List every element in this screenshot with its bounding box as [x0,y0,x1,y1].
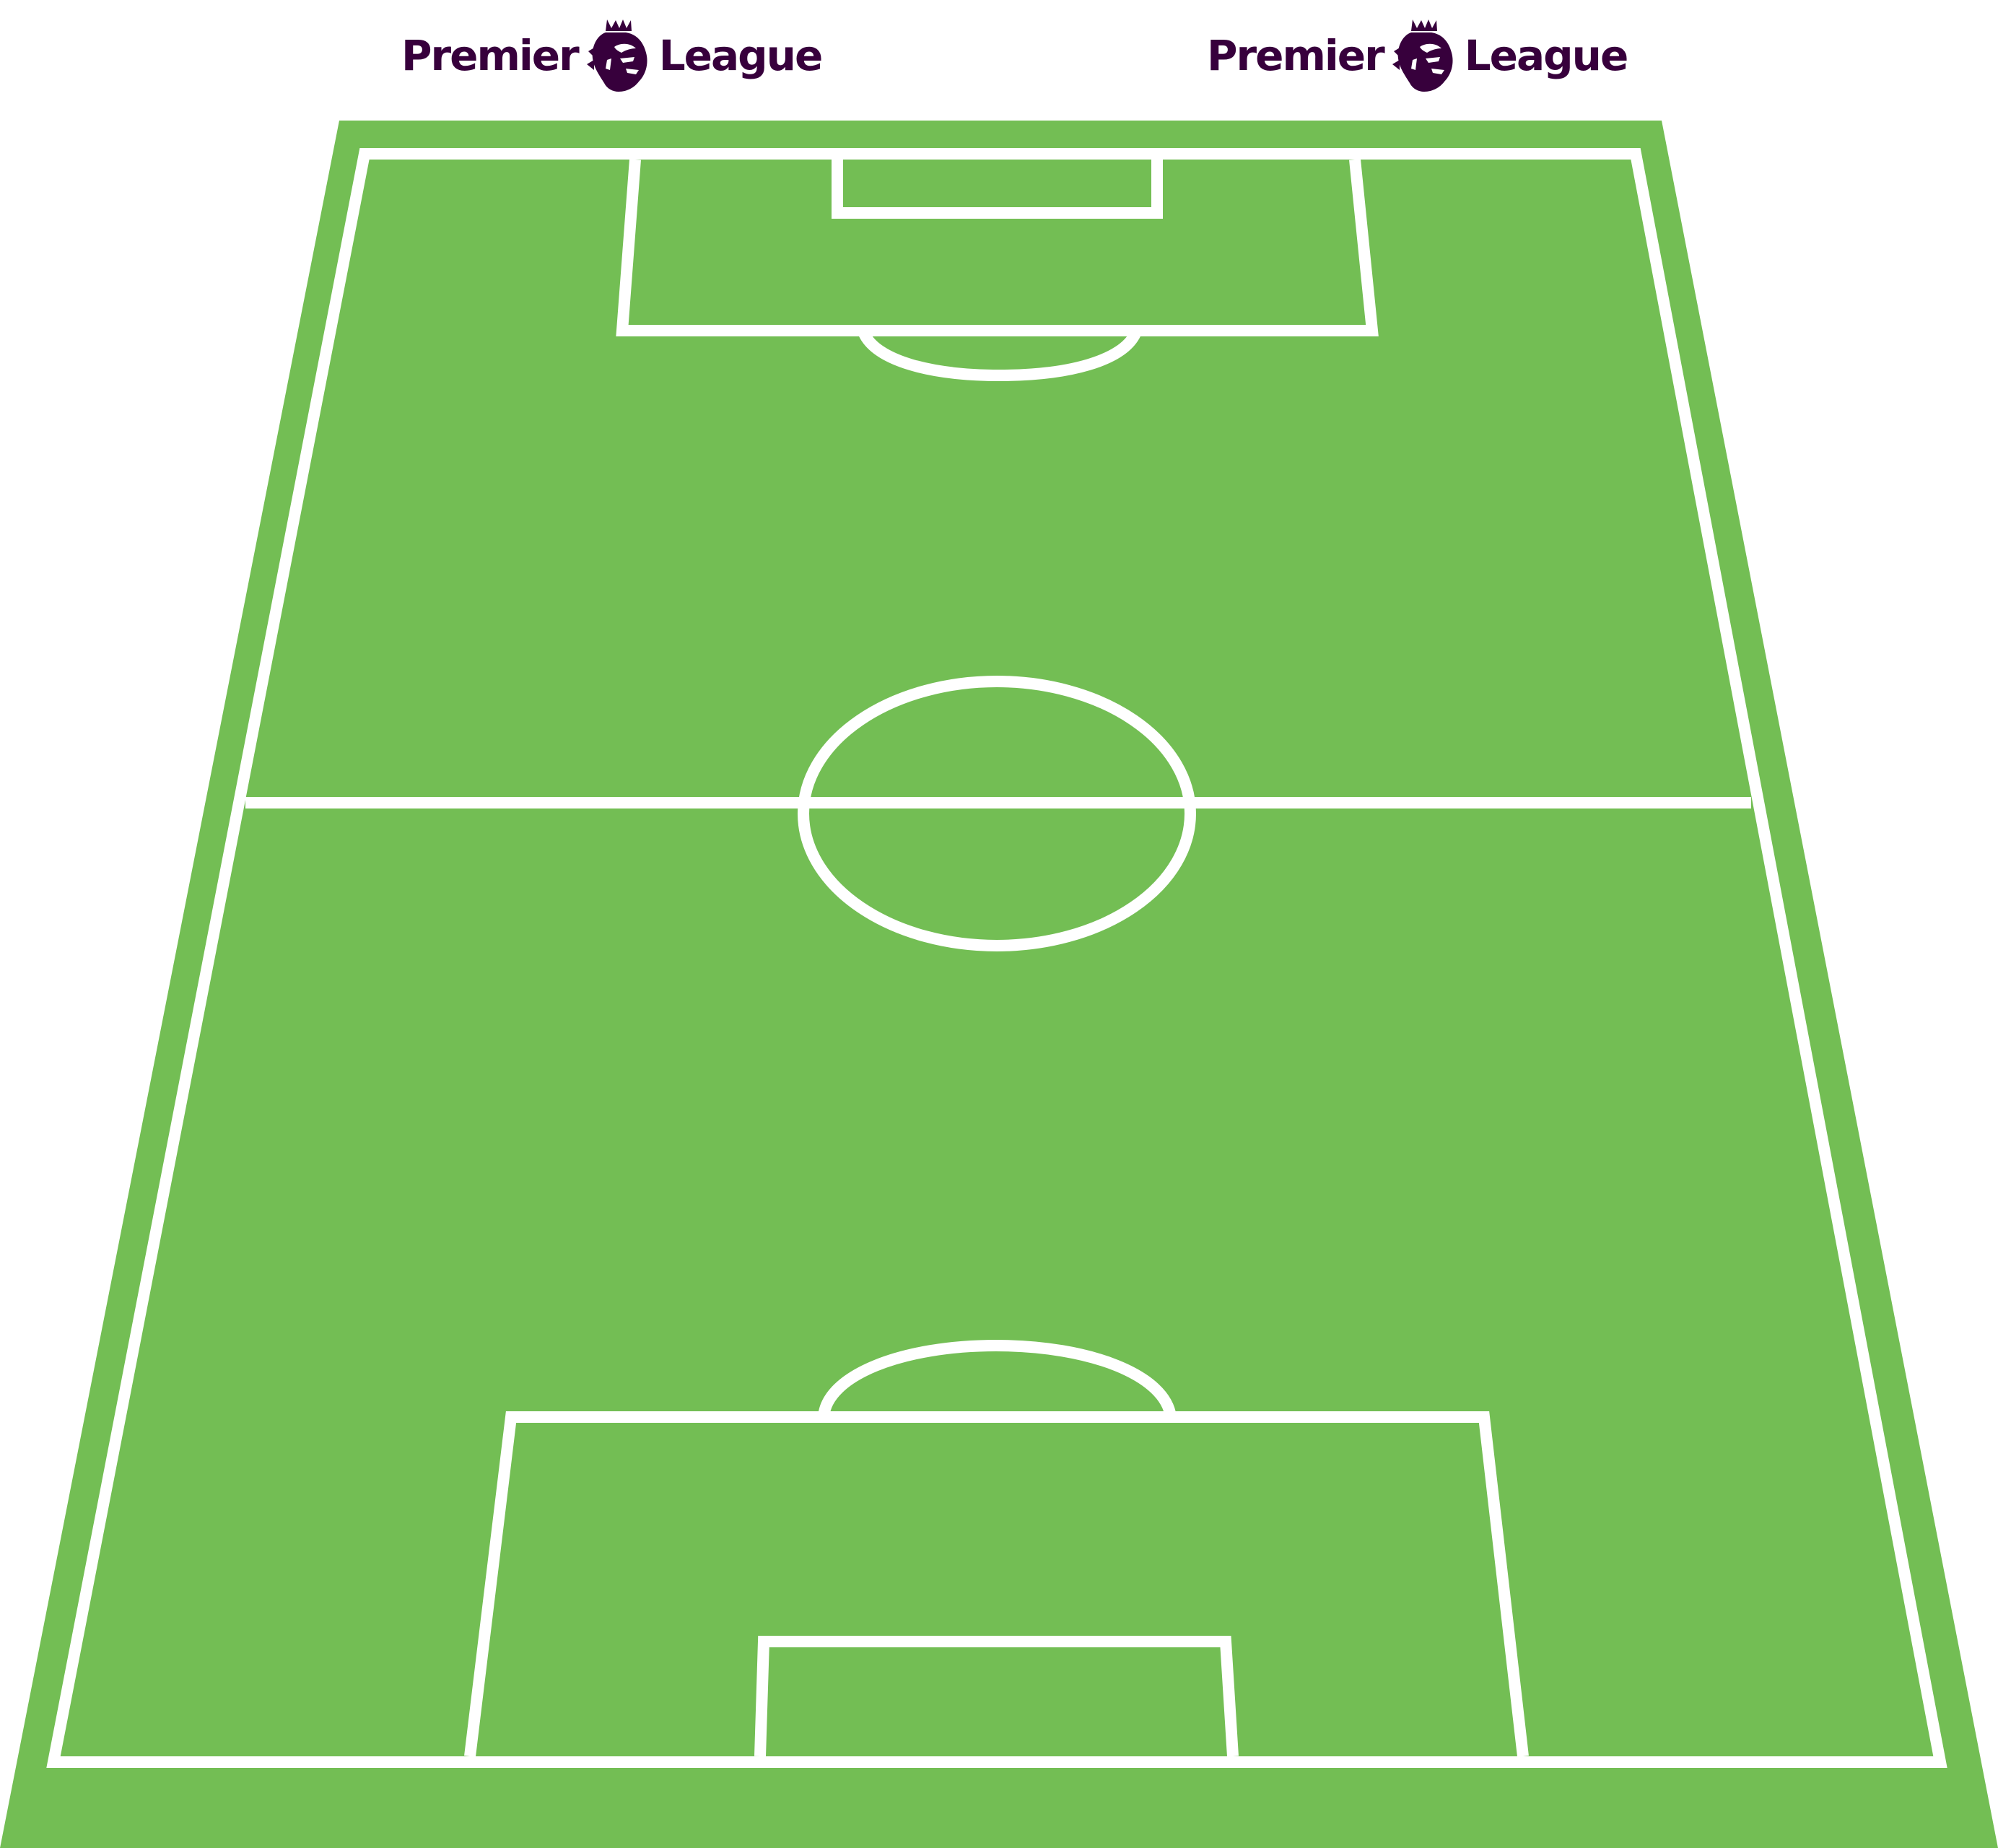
premier-league-logo-right: Premier League [1207,16,1629,95]
logo-word-premier: Premier [1207,31,1385,80]
lion-crest-icon [586,19,647,92]
top-goal-box [832,160,1163,219]
pitch-boundary [46,148,1947,1768]
lion-crest-icon [1392,19,1453,92]
logo-word-premier: Premier [401,31,580,80]
center-circle [798,676,1196,951]
top-penalty-arc [858,331,1141,382]
logo-word-league: League [1464,31,1629,80]
bottom-penalty-arc [818,1339,1177,1418]
bottom-penalty-box [464,1411,1529,1757]
bottom-goal-box [754,1636,1239,1757]
pitch-turf [0,121,1998,1848]
logo-word-league: League [658,31,824,80]
top-penalty-box [616,159,1379,336]
premier-league-logo-left: Premier League [401,16,824,95]
